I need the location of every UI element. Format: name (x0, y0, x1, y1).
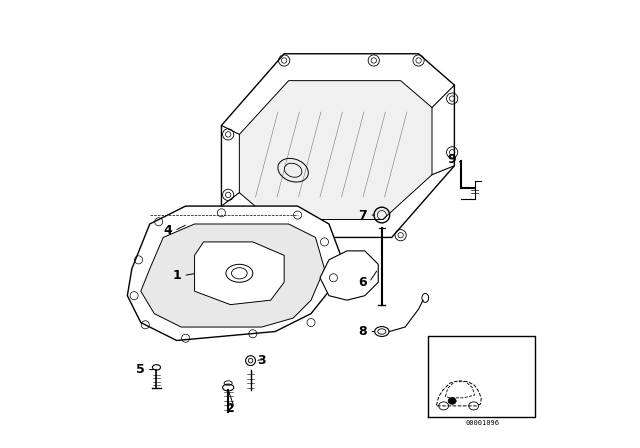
Text: 6: 6 (358, 276, 367, 289)
Text: 7: 7 (358, 208, 367, 222)
Polygon shape (127, 206, 342, 340)
Ellipse shape (448, 398, 456, 404)
Text: 8: 8 (358, 325, 367, 338)
Polygon shape (445, 382, 475, 398)
Polygon shape (195, 242, 284, 305)
Ellipse shape (422, 293, 429, 302)
Polygon shape (141, 224, 324, 327)
Text: 00001096: 00001096 (465, 420, 499, 426)
Text: 2: 2 (226, 402, 235, 415)
Polygon shape (320, 251, 378, 300)
Text: 9: 9 (448, 152, 456, 166)
Polygon shape (221, 54, 454, 237)
Text: 5: 5 (136, 363, 145, 376)
Text: 3: 3 (257, 354, 266, 367)
Polygon shape (239, 81, 432, 220)
Text: 1: 1 (172, 269, 181, 282)
Polygon shape (436, 381, 481, 406)
Text: 4: 4 (163, 224, 172, 237)
